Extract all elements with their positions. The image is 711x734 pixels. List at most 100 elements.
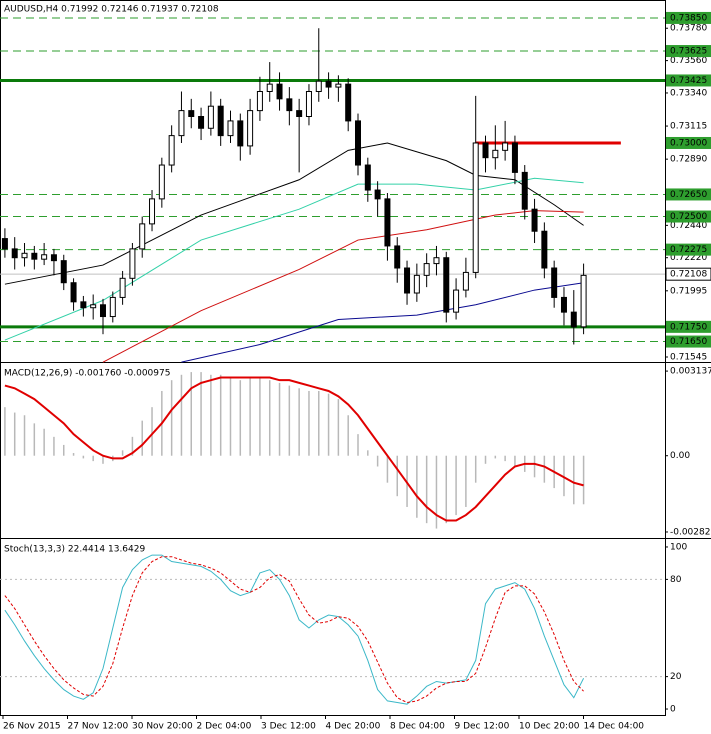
macd-signal	[4, 376, 584, 522]
candle-body	[413, 274, 420, 294]
x-tick-label: 14 Dec 04:00	[584, 722, 645, 732]
candle-body	[198, 115, 205, 129]
candle-body	[276, 83, 283, 100]
y-tick-label: 0.00	[670, 451, 690, 461]
candle-body	[60, 260, 67, 284]
candle-body	[99, 304, 106, 318]
candle-body	[433, 257, 440, 265]
candle-body	[237, 120, 244, 147]
candle-body	[551, 267, 558, 298]
level-label: 0.72275	[670, 245, 707, 255]
candle-body	[394, 245, 401, 269]
candle-body	[580, 274, 587, 328]
x-tick-label: 3 Dec 12:00	[261, 722, 316, 732]
y-tick-label: -0.002827	[670, 527, 711, 537]
candle-body	[256, 90, 263, 112]
level-tag	[666, 188, 711, 201]
candle-body	[384, 198, 391, 247]
candle-body	[80, 301, 87, 309]
x-tick-label: 26 Nov 2015	[3, 722, 61, 732]
candle-body	[266, 83, 273, 92]
chart-title: AUDUSD,H4 0.71992 0.72146 0.71937 0.7210…	[4, 5, 219, 15]
y-tick-label: 0.72440	[670, 221, 707, 231]
candle-body	[315, 80, 322, 92]
candle-body	[335, 83, 342, 88]
candle-body	[374, 189, 381, 200]
candle-body	[286, 98, 293, 112]
candle-body	[188, 110, 195, 117]
moving-average	[4, 142, 584, 285]
candle-body	[31, 252, 38, 260]
level-tag	[666, 11, 711, 24]
macd-title: MACD(12,26,9) -0.001760 -0.000975	[4, 369, 170, 379]
candle-body	[178, 110, 185, 137]
candle-body	[129, 248, 136, 279]
level-label: 0.71650	[670, 337, 707, 347]
y-tick-label: 0.73115	[670, 122, 707, 132]
x-tick-label: 9 Dec 12:00	[455, 722, 510, 732]
candle-body	[511, 142, 518, 173]
x-tick-label: 30 Nov 20:00	[132, 722, 193, 732]
level-label: 0.73625	[670, 47, 707, 57]
level-tag	[666, 45, 711, 58]
candle-body	[1, 238, 8, 250]
candle-body	[355, 120, 362, 166]
level-label: 0.72108	[670, 270, 707, 280]
candle-body	[139, 223, 146, 250]
y-tick-label: 0.73340	[670, 88, 707, 98]
level-tag	[666, 210, 711, 223]
level-label: 0.72650	[670, 190, 707, 200]
candle-body	[502, 142, 509, 151]
y-tick-label: 100	[670, 542, 687, 552]
candle-body	[41, 254, 48, 260]
candle-body	[158, 164, 165, 200]
candle-body	[247, 110, 254, 147]
moving-average	[102, 210, 584, 363]
level-tag	[665, 267, 711, 281]
candle-body	[570, 311, 577, 328]
candle-body	[11, 248, 18, 259]
y-tick-label: 20	[670, 672, 682, 682]
candle-body	[21, 252, 28, 259]
candle-body	[70, 282, 77, 303]
moving-average	[4, 177, 584, 341]
y-tick-label: 0.71545	[670, 352, 707, 362]
candle-body	[462, 271, 469, 291]
level-tag	[666, 320, 711, 333]
candle-body	[404, 267, 411, 294]
candle-body	[50, 254, 57, 262]
level-label: 0.73850	[670, 13, 707, 23]
y-tick-label: 0.73780	[670, 24, 707, 34]
stoch-title: Stoch(13,3,3) 22.4414 13.6429	[4, 545, 145, 555]
moving-average	[181, 282, 584, 363]
candle-body	[168, 135, 175, 166]
candle-body	[423, 263, 430, 276]
candle-body	[541, 230, 548, 269]
y-tick-label: 0.71995	[670, 286, 707, 296]
candle-body	[149, 198, 156, 225]
y-tick-label: 0.72890	[670, 155, 707, 165]
candle-body	[325, 80, 332, 88]
candle-body	[443, 257, 450, 313]
level-tag	[666, 243, 711, 256]
x-tick-label: 2 Dec 04:00	[197, 722, 252, 732]
candle-body	[521, 171, 528, 210]
candle-body	[560, 296, 567, 313]
candle-body	[345, 83, 352, 122]
candle-body	[90, 304, 97, 309]
candle-body	[482, 142, 489, 159]
candle-body	[453, 289, 460, 313]
level-label: 0.72500	[670, 212, 707, 222]
candle-body	[207, 105, 214, 129]
candle-body	[119, 277, 126, 298]
stoch-main	[4, 554, 585, 705]
stoch-signal	[4, 556, 584, 704]
candle-body	[364, 164, 371, 191]
level-tag	[666, 335, 711, 348]
y-tick-label: 0.72220	[670, 253, 707, 263]
candle-body	[296, 110, 303, 117]
candle-body	[531, 208, 538, 232]
y-tick-label: 0.73560	[670, 56, 707, 66]
level-label: 0.73425	[670, 76, 707, 86]
